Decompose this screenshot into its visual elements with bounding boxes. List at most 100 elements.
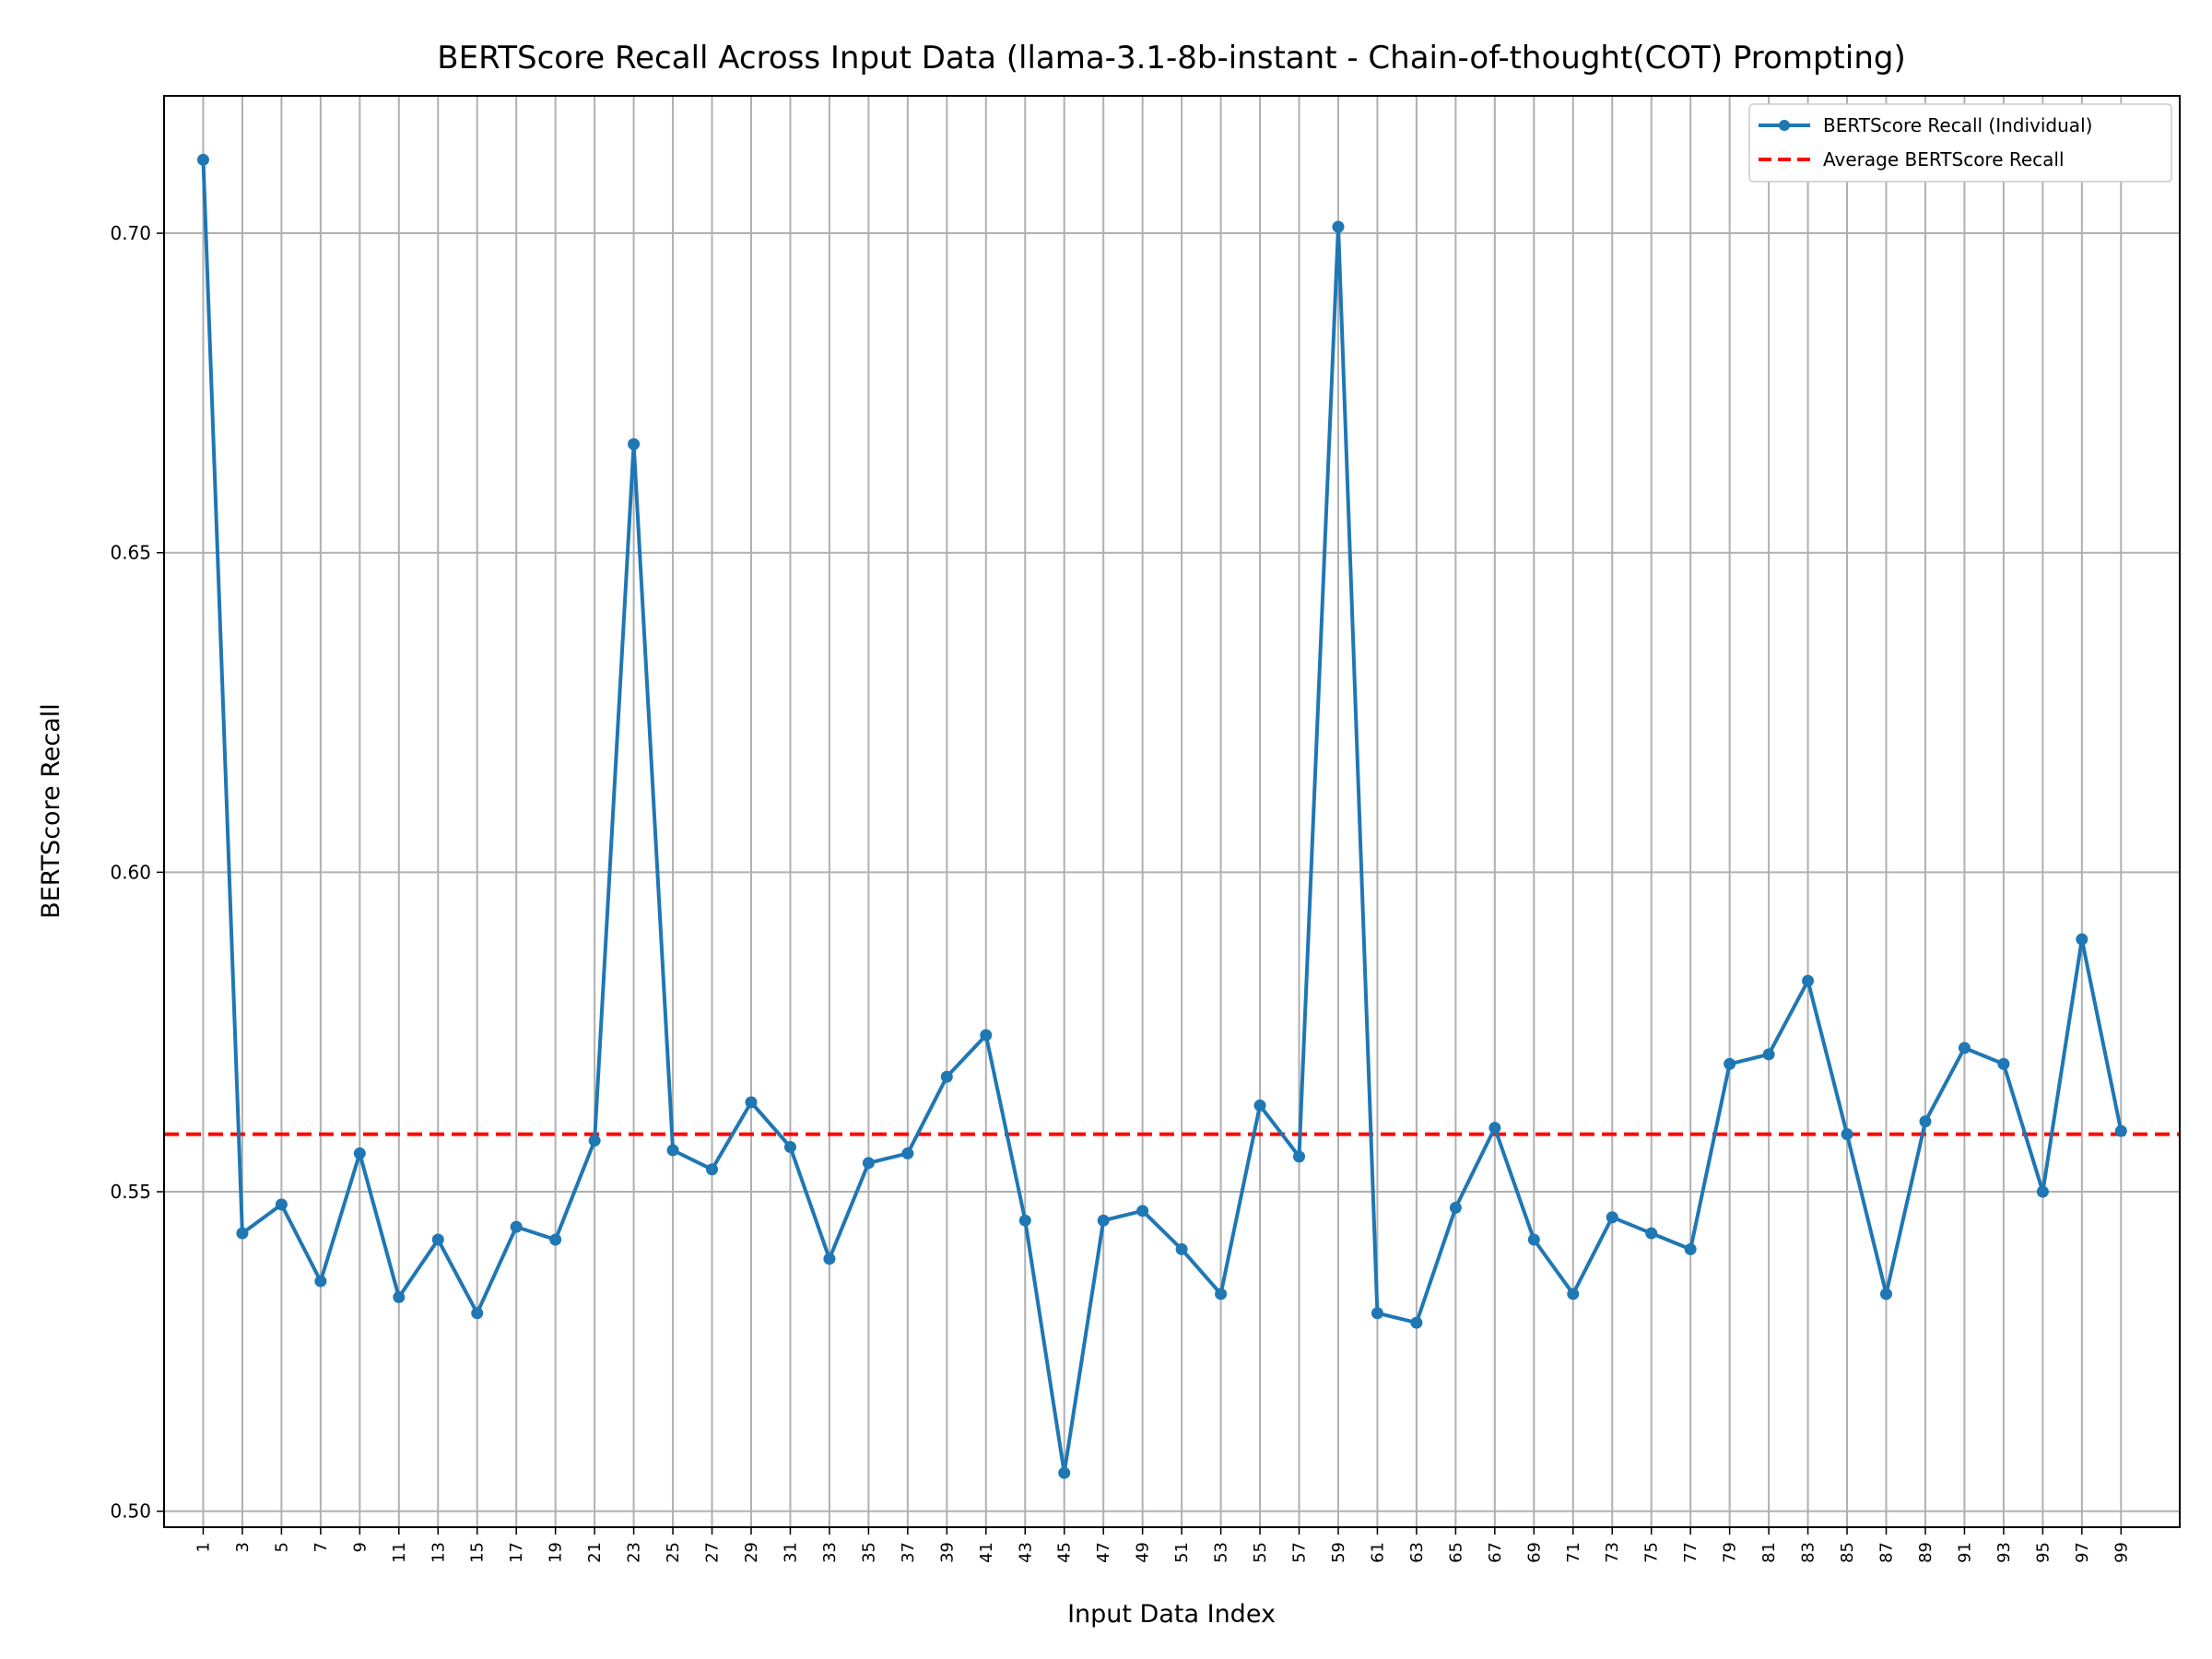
data-point	[1136, 1205, 1149, 1218]
x-tick-label: 89	[1916, 1542, 1936, 1563]
grid	[164, 96, 2180, 1527]
data-point	[1645, 1227, 1658, 1240]
x-tick-label: 13	[429, 1542, 448, 1563]
data-point	[2076, 933, 2088, 946]
x-tick-label: 33	[820, 1542, 840, 1563]
x-tick-label: 3	[233, 1542, 253, 1552]
data-point	[1097, 1214, 1110, 1227]
data-point	[393, 1290, 406, 1303]
y-tick-label: 0.60	[110, 861, 151, 883]
x-tick-label: 35	[859, 1542, 878, 1563]
data-point	[1958, 1041, 1971, 1054]
x-tick-label: 47	[1094, 1542, 1113, 1563]
legend-label-average: Average BERTScore Recall	[1823, 148, 2065, 171]
data-point	[666, 1144, 679, 1157]
data-point	[1215, 1288, 1228, 1300]
x-tick-label: 37	[899, 1542, 918, 1563]
x-tick-label: 41	[977, 1542, 996, 1563]
x-tick-label: 29	[742, 1542, 761, 1563]
data-point	[1488, 1122, 1501, 1135]
x-tick-label: 67	[1486, 1542, 1505, 1563]
data-point	[196, 153, 209, 166]
data-point	[980, 1029, 993, 1041]
data-point	[1293, 1150, 1306, 1163]
chart-title: BERTScore Recall Across Input Data (llam…	[437, 40, 1905, 76]
data-point	[862, 1157, 875, 1170]
x-tick-label: 25	[664, 1542, 683, 1563]
x-tick-label: 31	[781, 1542, 800, 1563]
data-point	[940, 1070, 953, 1083]
x-tick-label: 77	[1681, 1542, 1700, 1563]
x-tick-label: 93	[1994, 1542, 2014, 1563]
x-tick-label: 65	[1446, 1542, 1465, 1563]
data-point	[1371, 1307, 1383, 1320]
x-tick-label: 91	[1955, 1542, 1974, 1563]
x-tick-label: 99	[2112, 1542, 2131, 1563]
x-tick-label: 23	[625, 1542, 644, 1563]
data-point	[706, 1163, 719, 1176]
data-point	[1410, 1316, 1423, 1329]
data-point	[588, 1135, 601, 1147]
x-tick-label: 1	[194, 1542, 213, 1552]
y-tick-label: 0.55	[110, 1181, 151, 1203]
data-point	[353, 1147, 366, 1159]
x-tick-label: 43	[1016, 1542, 1035, 1563]
data-point	[1919, 1115, 1932, 1128]
data-point	[1018, 1214, 1031, 1227]
data-point	[549, 1233, 562, 1246]
series-line	[201, 159, 2124, 1476]
data-point	[628, 438, 641, 451]
y-axis: 0.50 0.55 0.60 0.65 0.70	[110, 222, 164, 1523]
data-point	[1527, 1233, 1540, 1246]
data-point	[2114, 1124, 2127, 1137]
x-tick-label: 21	[585, 1542, 605, 1563]
x-tick-label: 9	[350, 1542, 370, 1552]
series-layer	[196, 153, 2127, 1479]
data-point	[275, 1198, 288, 1211]
x-tick-label: 27	[703, 1542, 723, 1563]
data-point	[431, 1233, 444, 1246]
x-tick-label: 39	[937, 1542, 957, 1563]
legend-box	[1748, 103, 2172, 182]
x-tick-label: 81	[1759, 1542, 1779, 1563]
x-tick-label: 63	[1407, 1542, 1427, 1563]
legend-marker-individual	[1779, 120, 1790, 131]
data-point	[1253, 1099, 1266, 1112]
x-tick-label: 7	[312, 1542, 331, 1552]
data-point	[1802, 974, 1815, 987]
x-tick-label: 15	[468, 1542, 488, 1563]
data-point	[1880, 1288, 1893, 1300]
x-tick-label: 73	[1603, 1542, 1622, 1563]
y-axis-label: BERTScore Recall	[37, 703, 65, 919]
x-axis-label: Input Data Index	[1067, 1600, 1276, 1629]
data-point	[1058, 1466, 1071, 1479]
x-tick-label: 87	[1877, 1542, 1897, 1563]
data-point	[1567, 1288, 1580, 1300]
data-point	[1841, 1128, 1853, 1141]
x-tick-label: 97	[2073, 1542, 2092, 1563]
data-point	[471, 1307, 484, 1320]
x-tick-label: 69	[1524, 1542, 1544, 1563]
x-tick-label: 49	[1134, 1542, 1153, 1563]
data-point	[314, 1275, 327, 1288]
data-point	[823, 1253, 836, 1265]
x-tick-label: 5	[272, 1542, 291, 1552]
x-tick-label: 45	[1055, 1542, 1075, 1563]
x-tick-label: 85	[1838, 1542, 1857, 1563]
x-tick-label: 83	[1799, 1542, 1818, 1563]
data-point	[901, 1147, 914, 1159]
x-axis: 1 3 5 7 9 11 13 15 17 19 21 23 25 27 29 31 33 35 37 39 41 43 4…	[194, 1527, 2131, 1563]
y-tick-label: 0.65	[110, 542, 151, 564]
data-point	[1175, 1242, 1188, 1255]
legend: BERTScore Recall (Individual) Average BE…	[1748, 103, 2172, 182]
data-point	[1606, 1211, 1618, 1224]
x-tick-label: 17	[507, 1542, 526, 1563]
x-tick-label: 95	[2033, 1542, 2053, 1563]
data-point	[745, 1096, 758, 1109]
data-point	[2036, 1185, 2049, 1198]
data-point	[783, 1140, 796, 1153]
x-tick-label: 61	[1368, 1542, 1387, 1563]
data-point	[1724, 1057, 1736, 1070]
x-tick-label: 57	[1290, 1542, 1310, 1563]
